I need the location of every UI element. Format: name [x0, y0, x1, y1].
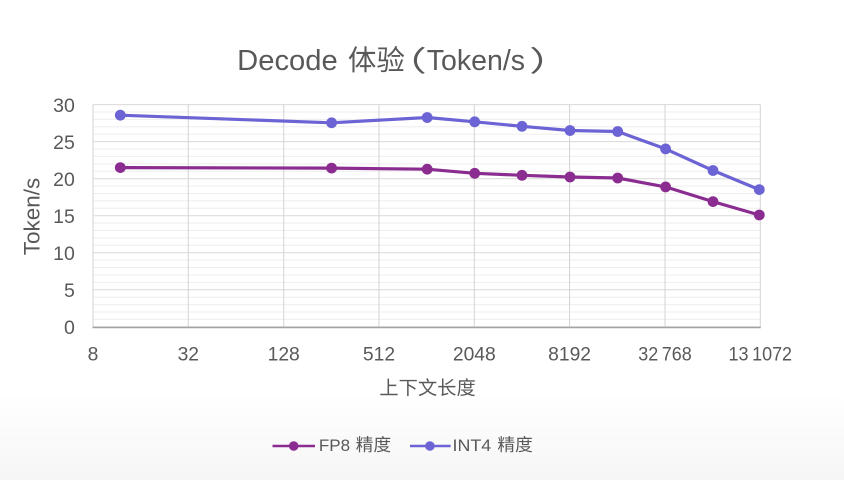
svg-text:32: 32 — [178, 344, 199, 365]
svg-text:0: 0 — [64, 317, 75, 339]
svg-text:5: 5 — [64, 280, 75, 302]
svg-text:30: 30 — [53, 95, 75, 117]
svg-text:15: 15 — [53, 206, 75, 228]
svg-text:25: 25 — [53, 132, 75, 154]
svg-text:8192: 8192 — [548, 344, 591, 365]
svg-text:2048: 2048 — [453, 344, 496, 365]
svg-text:128: 128 — [268, 344, 300, 365]
svg-text:10: 10 — [53, 243, 75, 265]
svg-text:20: 20 — [53, 169, 75, 191]
svg-text:Token/s: Token/s — [20, 178, 45, 256]
svg-text:Decode: Decode — [237, 45, 337, 77]
svg-text:FP8: FP8 — [319, 436, 350, 455]
svg-text:8: 8 — [88, 344, 99, 365]
svg-text:32 768: 32 768 — [638, 344, 692, 365]
svg-text:INT4: INT4 — [453, 436, 492, 455]
svg-text:13 1072: 13 1072 — [729, 344, 793, 365]
svg-text:Token/s: Token/s — [427, 45, 525, 77]
svg-text:512: 512 — [363, 344, 395, 365]
